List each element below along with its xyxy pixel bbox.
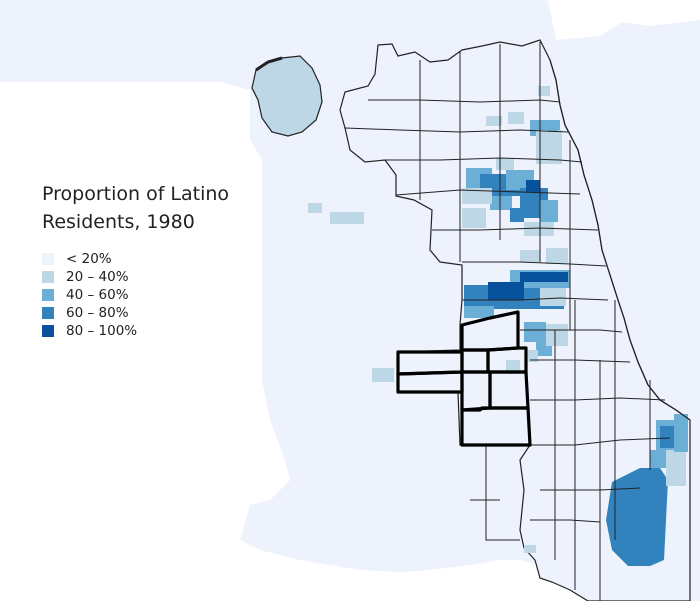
highlighted-communities <box>396 310 532 447</box>
legend-swatch <box>42 271 54 283</box>
legend-item: 80 – 100% <box>42 322 137 340</box>
legend-item: 20 – 40% <box>42 268 137 286</box>
legend: < 20% 20 – 40% 40 – 60% 60 – 80% 80 – 10… <box>42 250 137 340</box>
legend-swatch <box>42 325 54 337</box>
tract-lines <box>344 42 671 601</box>
patch <box>308 203 322 213</box>
legend-item: 60 – 80% <box>42 304 137 322</box>
legend-title-line2: Residents, 1980 <box>42 211 195 233</box>
legend-swatch <box>42 253 54 265</box>
ohare-enclave <box>251 55 323 137</box>
legend-item: 40 – 60% <box>42 286 137 304</box>
legend-label: < 20% <box>66 251 112 267</box>
legend-label: 20 – 40% <box>66 269 129 285</box>
legend-label: 80 – 100% <box>66 323 138 339</box>
patch <box>524 545 536 553</box>
patch <box>372 368 394 382</box>
legend-swatch <box>42 289 54 301</box>
legend-label: 40 – 60% <box>66 287 129 303</box>
legend-label: 60 – 80% <box>66 305 129 321</box>
patch <box>330 212 364 224</box>
legend-swatch <box>42 307 54 319</box>
legend-title: Proportion of Latino Residents, 1980 <box>42 180 229 236</box>
legend-title-line1: Proportion of Latino <box>42 183 230 205</box>
lakefront <box>549 59 691 421</box>
city-boundary <box>339 39 691 601</box>
se-cluster <box>606 468 668 566</box>
legend-item: < 20% <box>42 250 137 268</box>
